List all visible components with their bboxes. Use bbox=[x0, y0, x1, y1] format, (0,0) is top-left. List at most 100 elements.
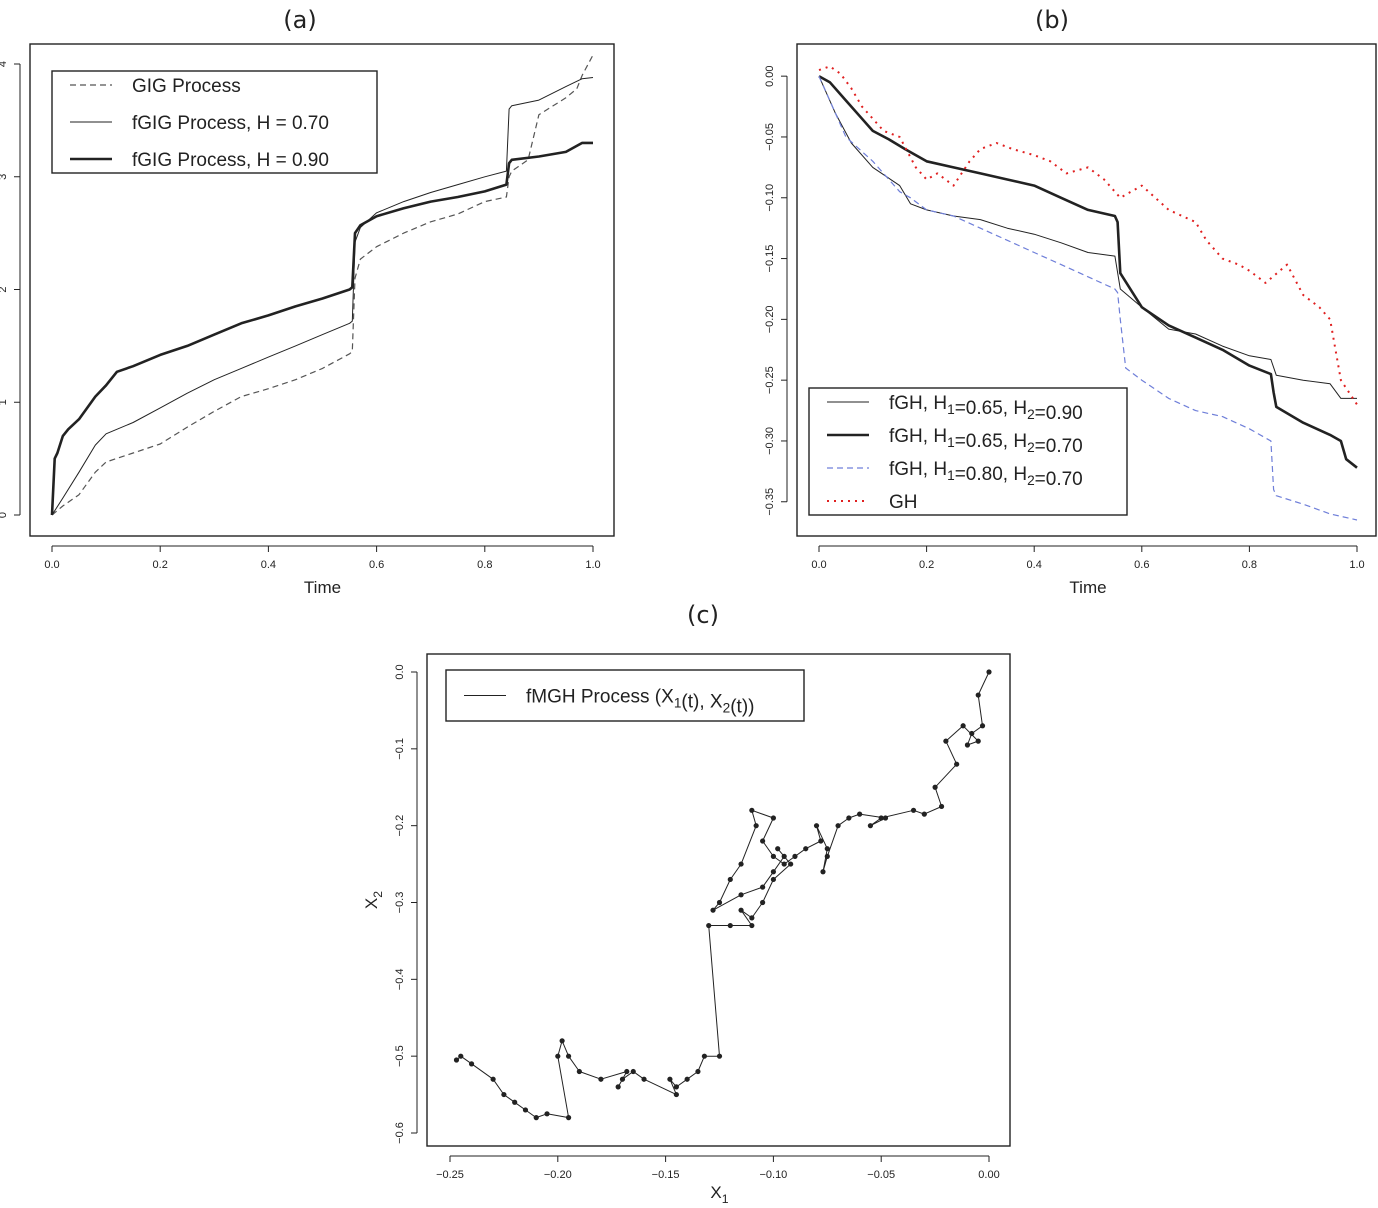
y-tick-label: −0.5 bbox=[394, 1045, 406, 1067]
data-point bbox=[727, 922, 733, 929]
series-line-4 bbox=[818, 65, 1358, 406]
data-point bbox=[760, 884, 766, 890]
x-tick-label: −0.15 bbox=[652, 1169, 680, 1181]
x-tick-label: 0.8 bbox=[1242, 559, 1257, 571]
data-point bbox=[781, 861, 787, 867]
data-point bbox=[770, 853, 777, 860]
data-point bbox=[824, 853, 830, 860]
data-point bbox=[932, 784, 938, 790]
series-line-1 bbox=[51, 54, 594, 516]
y-tick-label: 0.00 bbox=[764, 65, 776, 86]
y-tick-label: 0.0 bbox=[394, 664, 406, 679]
legend-box bbox=[808, 387, 1128, 516]
legend-label: GH bbox=[889, 492, 918, 513]
data-point bbox=[775, 846, 781, 852]
legend-label: fGH, H1=0.65, H2=0.70 bbox=[889, 426, 1083, 457]
plot-frame bbox=[796, 43, 1377, 537]
data-point bbox=[458, 1053, 464, 1059]
data-point bbox=[975, 738, 981, 744]
data-point bbox=[727, 876, 733, 883]
y-tick-label: −0.2 bbox=[394, 815, 406, 837]
chart-panel-a: (a) 0.0 0.2 0.4 0.6 0.8 1.0 0 1 2 3 4 Time GIG Proces… bbox=[0, 6, 615, 597]
y-tick-label: −0.10 bbox=[764, 184, 776, 212]
x-axis-label: Time bbox=[304, 578, 341, 597]
x-tick-label: 1.0 bbox=[1349, 559, 1364, 571]
data-point bbox=[533, 1115, 539, 1121]
y-tick-label: 4 bbox=[0, 61, 9, 67]
panel-label: (a) bbox=[283, 6, 316, 34]
data-point bbox=[716, 899, 723, 906]
data-point bbox=[701, 1053, 708, 1059]
data-point bbox=[770, 869, 777, 875]
data-point bbox=[969, 730, 975, 737]
data-point bbox=[882, 815, 889, 821]
data-point bbox=[667, 1076, 673, 1082]
data-point bbox=[760, 838, 766, 844]
series-line-2 bbox=[51, 77, 594, 516]
y-axis-label: X2 bbox=[362, 891, 385, 909]
data-point bbox=[615, 1084, 621, 1090]
data-point bbox=[813, 823, 820, 829]
data-point bbox=[760, 899, 766, 906]
data-point bbox=[555, 1053, 561, 1059]
y-tick-label: −0.1 bbox=[394, 738, 406, 760]
data-point bbox=[706, 922, 712, 929]
data-point bbox=[986, 669, 992, 675]
data-point bbox=[624, 1068, 630, 1075]
data-point bbox=[975, 692, 981, 698]
data-point bbox=[781, 853, 787, 860]
data-point bbox=[716, 1053, 723, 1059]
data-point bbox=[501, 1091, 507, 1098]
data-point bbox=[910, 807, 917, 813]
data-point bbox=[576, 1068, 582, 1075]
data-point bbox=[490, 1076, 496, 1082]
x-tick-label: 0.4 bbox=[261, 559, 276, 571]
y-tick-label: −0.3 bbox=[394, 892, 406, 914]
data-point bbox=[641, 1076, 647, 1082]
data-point bbox=[835, 823, 841, 829]
series-line-2 bbox=[818, 75, 1358, 469]
y-tick-label: 0 bbox=[0, 512, 9, 518]
x-axis-label: Time bbox=[1069, 578, 1106, 597]
data-point bbox=[921, 811, 927, 817]
data-point bbox=[753, 823, 759, 829]
data-point bbox=[738, 907, 744, 913]
data-point bbox=[695, 1068, 701, 1075]
y-tick-label: −0.4 bbox=[394, 968, 406, 990]
data-point bbox=[824, 846, 830, 852]
legend-label: fGH, H1=0.65, H2=0.90 bbox=[889, 393, 1083, 424]
data-point bbox=[820, 869, 826, 875]
data-point bbox=[565, 1115, 572, 1121]
y-tick-label: −0.6 bbox=[394, 1122, 406, 1144]
data-point bbox=[954, 761, 960, 767]
x-tick-label: 0.6 bbox=[1134, 559, 1149, 571]
legend-label: fGIG Process, H = 0.90 bbox=[132, 150, 329, 171]
data-point bbox=[749, 807, 755, 813]
data-point bbox=[788, 861, 794, 867]
panel-label: (b) bbox=[1035, 6, 1069, 34]
data-point bbox=[619, 1076, 626, 1082]
series-line-3 bbox=[818, 75, 1358, 521]
data-point bbox=[792, 853, 798, 860]
data-point bbox=[684, 1076, 690, 1082]
legend-label: fMGH Process (X1(t), X2(t)) bbox=[526, 687, 754, 718]
data-point bbox=[559, 1038, 565, 1044]
plot-frame bbox=[426, 653, 1011, 1147]
data-point bbox=[673, 1084, 679, 1090]
data-point bbox=[867, 823, 874, 829]
legend-label: fGIG Process, H = 0.70 bbox=[132, 113, 329, 134]
x-tick-label: −0.25 bbox=[436, 1169, 464, 1181]
chart-panel-c: (c) −0.25 −0.20 −0.15 −0.10 −0.05 0.00 0.0 −0.1 −… bbox=[362, 601, 1011, 1206]
x-axis-label: X1 bbox=[710, 1183, 728, 1206]
data-point bbox=[522, 1107, 529, 1113]
data-point bbox=[630, 1068, 636, 1075]
x-tick-label: 0.2 bbox=[919, 559, 934, 571]
x-tick-label: −0.05 bbox=[867, 1169, 895, 1181]
x-tick-label: 0.0 bbox=[44, 559, 59, 571]
data-point bbox=[943, 738, 949, 744]
chart-panel-b: (b) 0.0 0.2 0.4 0.6 0.8 1.0 0.00 −0.05 −0.10 −0.15… bbox=[764, 6, 1377, 597]
data-point bbox=[964, 742, 971, 748]
data-point bbox=[468, 1061, 475, 1067]
y-tick-label: −0.35 bbox=[764, 488, 776, 516]
y-tick-label: 1 bbox=[0, 399, 9, 405]
